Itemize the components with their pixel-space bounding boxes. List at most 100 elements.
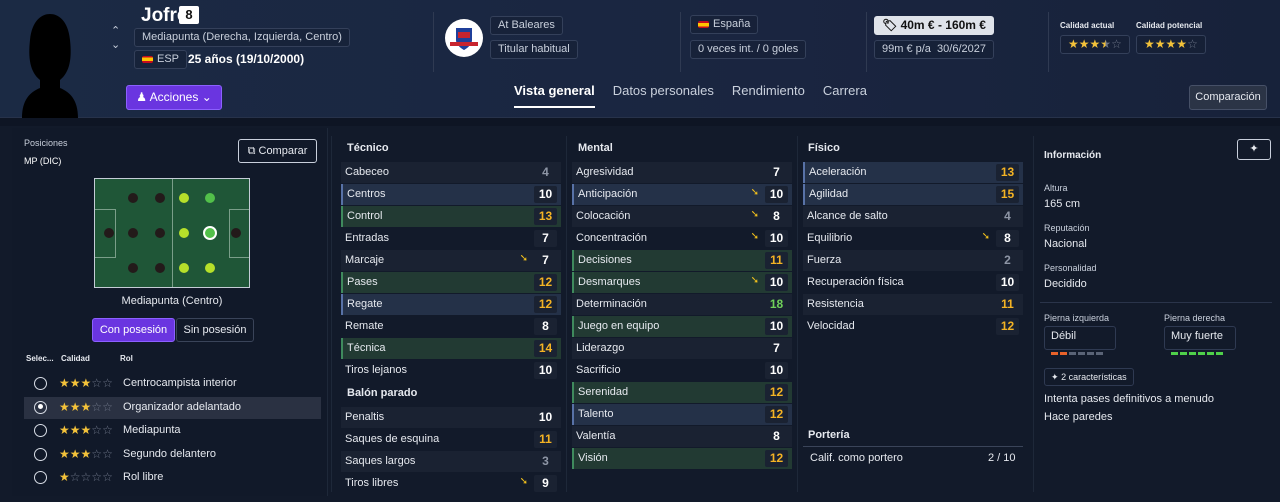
attribute-row[interactable]: Saques largos 3 [341,451,561,472]
info-settings-button[interactable]: ✦ [1237,139,1271,160]
attribute-row[interactable]: Regate 12 [341,294,561,315]
player-header: ⌃ ⌄ Jofre 8 Mediapunta (Derecha, Izquier… [0,0,1280,118]
attribute-row[interactable]: Valentía 8 [572,426,792,447]
attribute-row[interactable]: Alcance de salto 4 [803,206,1023,227]
club-name[interactable]: At Baleares [490,16,563,35]
attribute-name: Regate [347,298,383,310]
attribute-row[interactable]: Determinación 18 [572,294,792,315]
divider [803,446,1023,447]
position-pitch [94,178,250,288]
role-row[interactable]: ★★★☆☆ Mediapunta [24,420,321,442]
pierna-derecha-value: Muy fuerte [1171,330,1223,342]
club-crest-icon[interactable] [444,18,484,58]
pitch-line [229,257,249,258]
tab-1[interactable]: Datos personales [612,83,714,98]
attribute-name: Equilibrio [807,232,853,244]
attribute-name: Valentía [576,430,616,442]
national-team[interactable]: España [690,15,759,34]
attribute-row[interactable]: Visión 12 [572,448,792,469]
acciones-button[interactable]: ♟ Acciones ⌄ [126,85,222,110]
calif-portero-label: Calif. como portero [810,452,903,464]
position-dot [128,193,138,203]
attribute-row[interactable]: Anticipación ➘ 10 [572,184,792,205]
attribute-row[interactable]: Decisiones 11 [572,250,792,271]
chevron-down-icon[interactable]: ⌄ [111,39,121,51]
role-radio[interactable] [34,471,47,484]
attribute-row[interactable]: Entradas 7 [341,228,561,249]
star-empty-icon: ☆ [69,470,81,484]
international-caps: 0 veces int. / 0 goles [690,40,807,59]
attribute-row[interactable]: Aceleración 13 [803,162,1023,183]
attribute-row[interactable]: Cabeceo 4 [341,162,561,183]
con-posesion-toggle[interactable]: Con posesión [92,318,175,342]
attribute-row[interactable]: Remate 8 [341,316,561,337]
attribute-value: 12 [534,296,557,313]
attribute-row[interactable]: Serenidad 12 [572,382,792,403]
attribute-row[interactable]: Resistencia 11 [803,294,1023,315]
attribute-row[interactable]: Liderazgo 7 [572,338,792,359]
attribute-name: Juego en equipo [578,320,660,332]
tab-2[interactable]: Rendimiento [731,83,805,98]
role-radio[interactable] [34,377,47,390]
attribute-row[interactable]: Centros 10 [341,184,561,205]
star-empty-icon: ☆ [91,376,103,390]
role-radio[interactable] [34,447,47,461]
pitch-line [115,209,116,258]
tab-3[interactable]: Carrera [822,83,867,98]
tab-0[interactable]: Vista general [514,83,595,108]
person-icon: ♟ [136,90,147,104]
compare-button[interactable]: ⧉ Comparar [238,139,317,163]
attribute-name: Resistencia [807,298,864,310]
attribute-row[interactable]: Técnica 14 [341,338,561,359]
star-full-icon: ★ [80,376,92,390]
mental-title: Mental [578,142,613,154]
balon-parado-title: Balón parado [347,387,418,399]
attribute-row[interactable]: Tiros libres ➘ 9 [341,473,561,494]
attribute-row[interactable]: Desmarques ➘ 10 [572,272,792,293]
attribute-row[interactable]: Control 13 [341,206,561,227]
attribute-row[interactable]: Tiros lejanos 10 [341,360,561,381]
attribute-row[interactable]: Equilibrio ➘ 8 [803,228,1023,249]
attribute-name: Técnica [347,342,386,354]
traits-count[interactable]: ✦ 2 características [1044,368,1134,386]
attribute-value: 3 [534,453,557,470]
position-dot [128,263,138,273]
attribute-row[interactable]: Concentración ➘ 10 [572,228,792,249]
attribute-row[interactable]: Recuperación física 10 [803,272,1023,293]
attribute-row[interactable]: Penaltis 10 [341,407,561,428]
role-radio[interactable] [34,424,47,437]
attribute-row[interactable]: Pases 12 [341,272,561,293]
attribute-row[interactable]: Sacrificio 10 [572,360,792,381]
sin-posesion-toggle[interactable]: Sin posesión [176,318,254,342]
attribute-row[interactable]: Fuerza 2 [803,250,1023,271]
role-radio[interactable] [34,400,47,414]
attribute-value: 2 [996,252,1019,269]
attribute-name: Alcance de salto [807,210,888,222]
attribute-row[interactable]: Agresividad 7 [572,162,792,183]
attribute-name: Agresividad [576,166,634,178]
star-full-icon: ★ [59,446,70,461]
attribute-row[interactable]: Velocidad 12 [803,316,1023,337]
player-nav-arrows[interactable]: ⌃ ⌄ [111,24,120,52]
current-position-dot [203,226,217,240]
role-row[interactable]: ★★★☆☆ Organizador adelantado [24,396,321,419]
attribute-row[interactable]: Colocación ➘ 8 [572,206,792,227]
star-empty-icon: ☆ [102,470,113,484]
role-row[interactable]: ★★★☆☆ Segundo delantero [24,444,321,466]
attribute-row[interactable]: Marcaje ➘ 7 [341,250,561,271]
attribute-row[interactable]: Saques de esquina 11 [341,429,561,450]
role-stars: ★★★☆☆ [59,400,113,414]
role-row[interactable]: ★★★☆☆ Centrocampista interior [24,373,321,395]
attribute-row[interactable]: Agilidad 15 [803,184,1023,205]
comparacion-button[interactable]: Comparación [1189,85,1267,110]
attribute-row[interactable]: Juego en equipo 10 [572,316,792,337]
attribute-row[interactable]: Talento 12 [572,404,792,425]
wage-contract: 99m € p/a 30/6/2027 [874,40,994,59]
player-name: Jofre [141,5,188,26]
role-row[interactable]: ★☆☆☆☆ Rol libre [24,467,321,489]
position-dot [179,228,189,238]
role-name: Rol libre [123,471,164,483]
chevron-up-icon[interactable]: ⌃ [111,25,121,37]
attribute-name: Visión [578,452,608,464]
divider [1048,12,1049,72]
